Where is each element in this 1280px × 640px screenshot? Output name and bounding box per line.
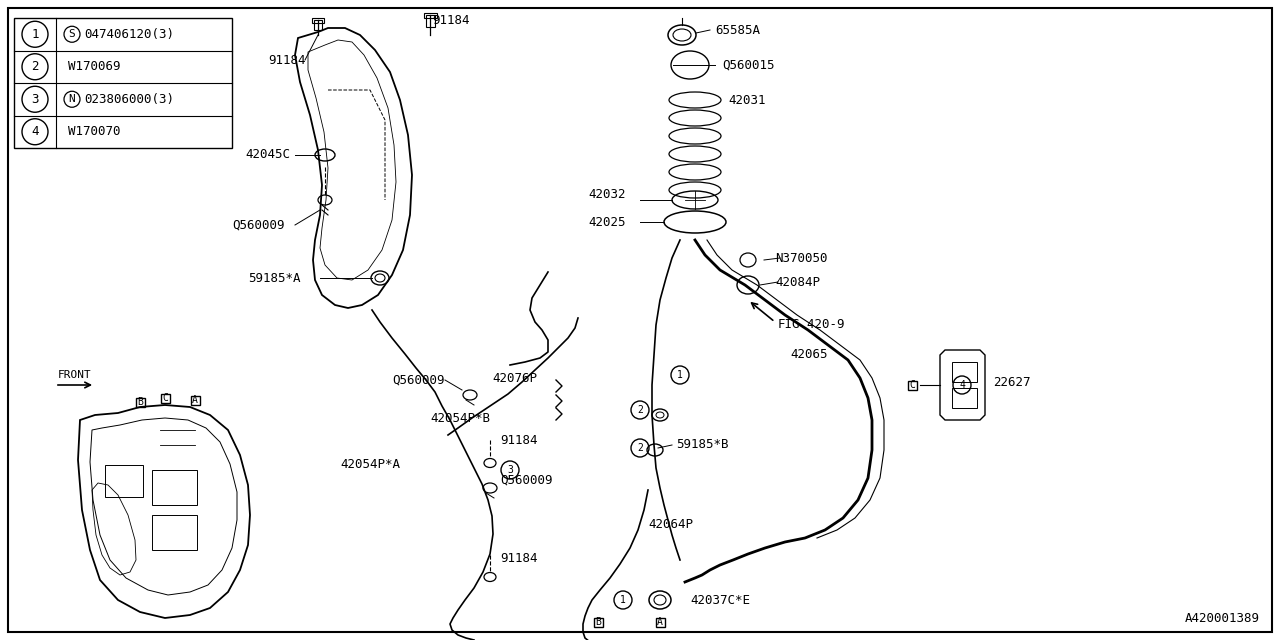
Text: 1: 1	[677, 370, 684, 380]
Text: C: C	[163, 393, 168, 403]
Text: 1: 1	[31, 28, 38, 41]
Text: FRONT: FRONT	[58, 370, 92, 380]
Bar	[160, 394, 169, 403]
Text: 1: 1	[620, 595, 626, 605]
Text: 42076P: 42076P	[492, 371, 538, 385]
Text: 59185*A: 59185*A	[248, 271, 301, 285]
Text: W170070: W170070	[68, 125, 120, 138]
Bar	[152, 470, 197, 505]
Text: 42045C: 42045C	[244, 148, 291, 161]
Bar	[314, 20, 323, 30]
Text: 42084P: 42084P	[774, 275, 820, 289]
Text: 42065: 42065	[790, 349, 827, 362]
Text: 91184: 91184	[268, 54, 306, 67]
Text: A420001389: A420001389	[1185, 612, 1260, 625]
Text: N: N	[69, 94, 76, 104]
Text: 2: 2	[637, 443, 643, 453]
Bar	[14, 18, 232, 148]
Text: A: A	[192, 395, 198, 405]
Text: A: A	[657, 617, 663, 627]
Text: Q560009: Q560009	[392, 374, 444, 387]
Bar	[908, 381, 916, 390]
Text: 59185*B: 59185*B	[676, 438, 728, 451]
Text: C: C	[909, 380, 915, 390]
Text: S: S	[69, 29, 76, 39]
Text: N370050: N370050	[774, 252, 827, 264]
Text: 42064P: 42064P	[648, 518, 692, 531]
Bar	[594, 618, 603, 627]
Text: B: B	[137, 397, 143, 407]
Bar	[105, 465, 143, 497]
Text: 65585A: 65585A	[716, 24, 760, 36]
Text: 91184: 91184	[500, 433, 538, 447]
Bar	[952, 388, 977, 408]
Bar	[952, 362, 977, 382]
Text: Q560009: Q560009	[232, 218, 284, 232]
Text: 047406120(3): 047406120(3)	[84, 28, 174, 41]
Text: 22627: 22627	[993, 376, 1030, 388]
Bar	[136, 397, 145, 406]
Text: 42032: 42032	[588, 189, 626, 202]
Text: 023806000(3): 023806000(3)	[84, 93, 174, 106]
Text: Q560015: Q560015	[722, 58, 774, 72]
Bar	[424, 13, 436, 18]
Text: 91184: 91184	[433, 13, 470, 26]
Text: 91184: 91184	[500, 552, 538, 564]
Bar	[152, 515, 197, 550]
Text: FIG.420-9: FIG.420-9	[778, 319, 846, 332]
Bar	[655, 618, 664, 627]
Text: 3: 3	[31, 93, 38, 106]
Text: B: B	[595, 617, 600, 627]
Text: 3: 3	[507, 465, 513, 475]
Text: 42054P*A: 42054P*A	[340, 458, 399, 472]
Text: 4: 4	[959, 380, 965, 390]
Text: 42037C*E: 42037C*E	[690, 593, 750, 607]
Bar	[191, 396, 200, 404]
Text: 2: 2	[31, 60, 38, 73]
Text: 2: 2	[637, 405, 643, 415]
Bar	[312, 18, 324, 23]
Text: W170069: W170069	[68, 60, 120, 73]
Text: 42054P*B: 42054P*B	[430, 412, 490, 424]
Text: 42025: 42025	[588, 216, 626, 228]
Text: Q560009: Q560009	[500, 474, 553, 486]
Text: 4: 4	[31, 125, 38, 138]
Bar	[426, 15, 435, 27]
Text: 42031: 42031	[728, 93, 765, 106]
